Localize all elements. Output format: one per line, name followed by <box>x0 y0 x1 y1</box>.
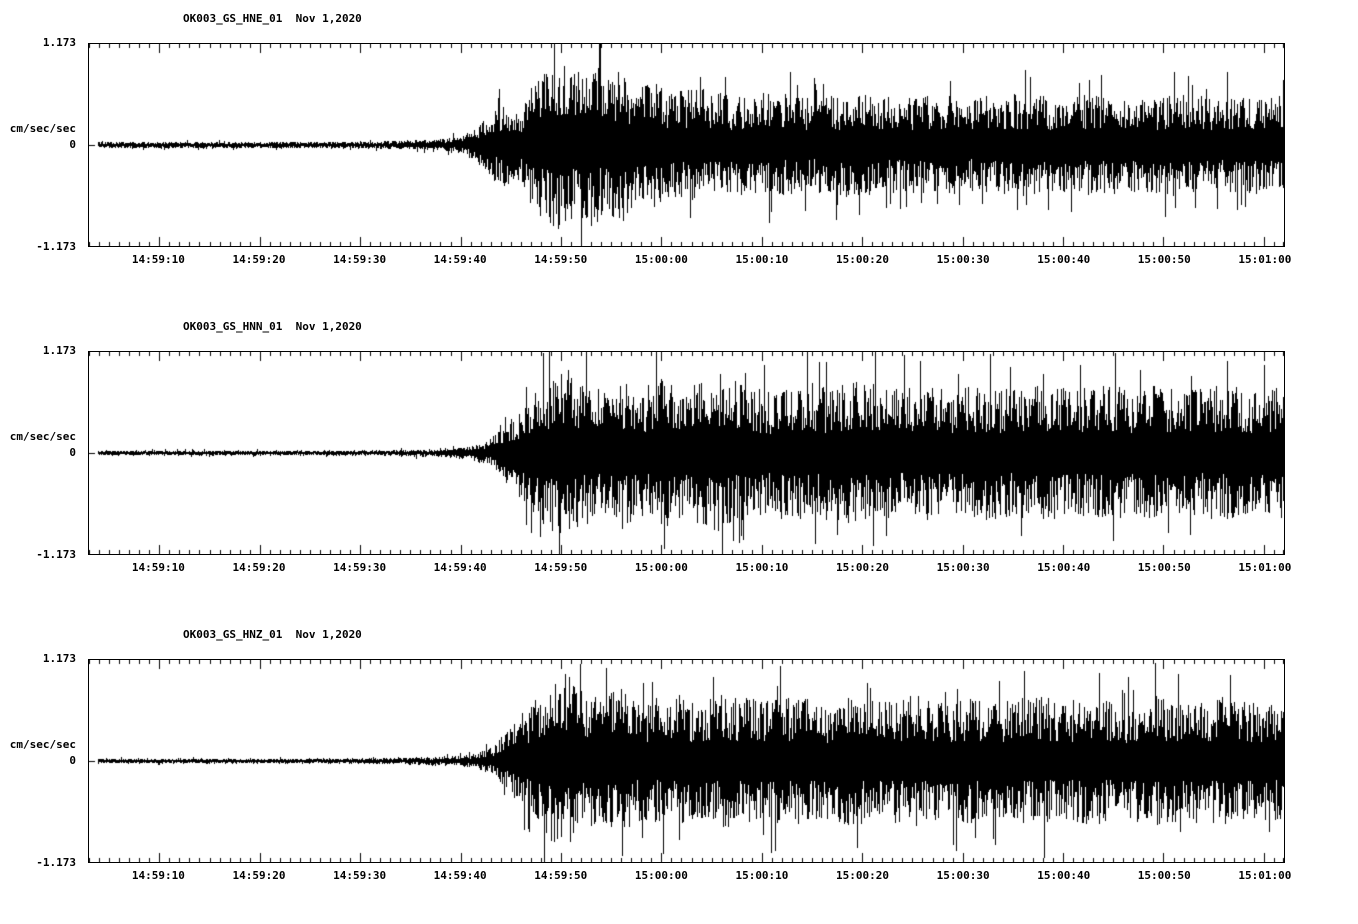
x-axis-tick-labels: 14:59:10 14:59:20 14:59:30 14:59:40 14:59:50… <box>88 869 1291 883</box>
seismogram-panel-hnz: OK003_GS_HNZ_01 Nov 1,2020 1.173 cm/sec/… <box>0 616 1358 924</box>
xtick-label: 15:00:40 <box>1037 869 1091 882</box>
ytick-min-label: -1.173 <box>36 240 76 253</box>
xtick-label: 15:01:00 <box>1238 869 1292 882</box>
y-axis-unit-label: cm/sec/sec <box>9 430 76 443</box>
xtick-label: 15:00:20 <box>836 869 890 882</box>
xtick-label: 15:00:00 <box>634 561 688 574</box>
xtick-label: 14:59:10 <box>131 869 185 882</box>
xtick-label: 15:00:20 <box>836 253 890 266</box>
ytick-max-label: 1.173 <box>42 652 76 665</box>
x-axis-tick-labels: 14:59:10 14:59:20 14:59:30 14:59:40 14:59:50… <box>88 561 1291 575</box>
xtick-label: 14:59:30 <box>333 253 387 266</box>
seismogram-panel-hne: OK003_GS_HNE_01 Nov 1,2020 1.173 cm/sec/… <box>0 0 1358 308</box>
x-axis-tick-labels: 14:59:10 14:59:20 14:59:30 14:59:40 14:59:50… <box>88 253 1291 267</box>
ytick-zero-label: 0 <box>69 446 76 459</box>
seismogram-panel-hnn: OK003_GS_HNN_01 Nov 1,2020 1.173 cm/sec/… <box>0 308 1358 616</box>
xtick-label: 15:00:50 <box>1137 561 1191 574</box>
plot-area <box>88 43 1285 247</box>
xtick-label: 14:59:50 <box>534 561 588 574</box>
xtick-label: 15:00:40 <box>1037 561 1091 574</box>
xtick-label: 15:00:50 <box>1137 869 1191 882</box>
xtick-label: 15:00:10 <box>735 253 789 266</box>
xtick-label: 14:59:10 <box>131 561 185 574</box>
panel-title: OK003_GS_HNZ_01 Nov 1,2020 <box>183 628 362 641</box>
xtick-label: 15:00:30 <box>936 253 990 266</box>
panel-title: OK003_GS_HNE_01 Nov 1,2020 <box>183 12 362 25</box>
xtick-label: 14:59:20 <box>232 561 286 574</box>
xtick-label: 15:01:00 <box>1238 253 1292 266</box>
ytick-max-label: 1.173 <box>42 36 76 49</box>
xtick-label: 15:00:50 <box>1137 253 1191 266</box>
waveform-canvas <box>89 44 1284 246</box>
xtick-label: 14:59:40 <box>433 869 487 882</box>
xtick-label: 15:00:10 <box>735 561 789 574</box>
ytick-zero-label: 0 <box>69 754 76 767</box>
xtick-label: 15:00:30 <box>936 869 990 882</box>
waveform-canvas <box>89 660 1284 862</box>
y-axis-unit-label: cm/sec/sec <box>9 738 76 751</box>
panel-title: OK003_GS_HNN_01 Nov 1,2020 <box>183 320 362 333</box>
xtick-label: 15:00:40 <box>1037 253 1091 266</box>
ytick-max-label: 1.173 <box>42 344 76 357</box>
xtick-label: 14:59:20 <box>232 253 286 266</box>
xtick-label: 14:59:40 <box>433 561 487 574</box>
ytick-min-label: -1.173 <box>36 856 76 869</box>
xtick-label: 15:00:10 <box>735 869 789 882</box>
xtick-label: 15:00:00 <box>634 869 688 882</box>
xtick-label: 14:59:40 <box>433 253 487 266</box>
y-axis-unit-label: cm/sec/sec <box>9 122 76 135</box>
ytick-min-label: -1.173 <box>36 548 76 561</box>
waveform-canvas <box>89 352 1284 554</box>
xtick-label: 14:59:30 <box>333 869 387 882</box>
xtick-label: 14:59:10 <box>131 253 185 266</box>
xtick-label: 14:59:50 <box>534 253 588 266</box>
xtick-label: 15:00:30 <box>936 561 990 574</box>
xtick-label: 14:59:30 <box>333 561 387 574</box>
xtick-label: 15:00:20 <box>836 561 890 574</box>
plot-area <box>88 659 1285 863</box>
xtick-label: 15:00:00 <box>634 253 688 266</box>
ytick-zero-label: 0 <box>69 138 76 151</box>
xtick-label: 15:01:00 <box>1238 561 1292 574</box>
xtick-label: 14:59:20 <box>232 869 286 882</box>
plot-area <box>88 351 1285 555</box>
xtick-label: 14:59:50 <box>534 869 588 882</box>
